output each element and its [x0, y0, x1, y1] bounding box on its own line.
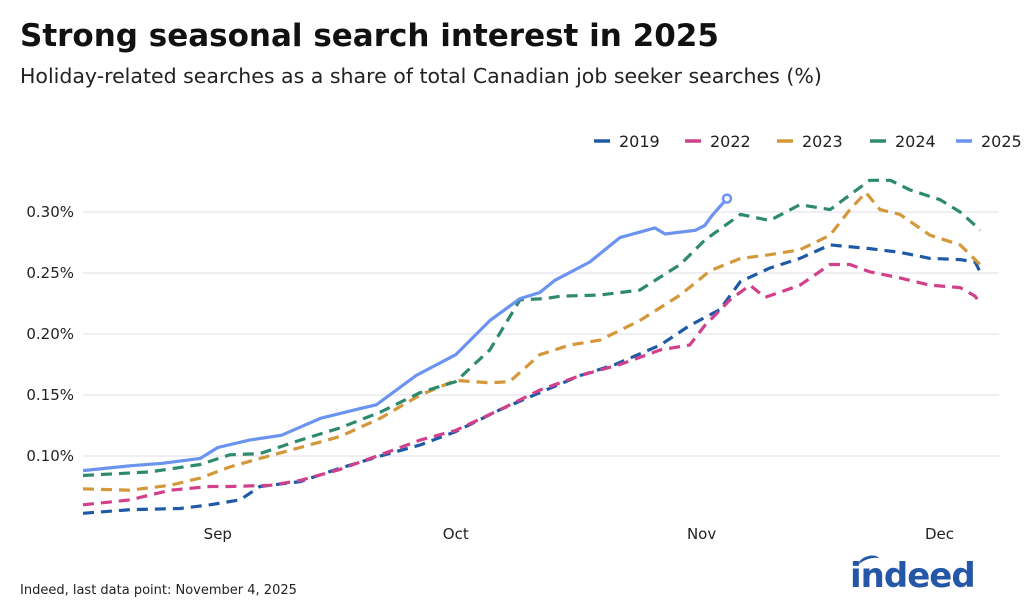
- legend-label-2022: 2022: [710, 132, 751, 151]
- y-tick-label: 0.10%: [26, 447, 74, 465]
- x-tick-label: Dec: [925, 525, 954, 543]
- last-point-marker: [721, 193, 733, 204]
- series-line-2023: [82, 190, 982, 492]
- legend-label-2019: 2019: [619, 132, 660, 151]
- y-tick-label: 0.25%: [26, 264, 74, 282]
- x-tick-label: Oct: [443, 525, 469, 543]
- y-tick-label: 0.20%: [26, 325, 74, 343]
- series-line-2022: [82, 262, 982, 507]
- series-line-2019: [82, 243, 982, 515]
- legend-label-2025: 2025: [981, 132, 1022, 151]
- indeed-logo: indeed: [850, 556, 976, 596]
- source-note: Indeed, last data point: November 4, 202…: [20, 583, 297, 598]
- x-tick-label: Sep: [204, 525, 232, 543]
- chart-subtitle: Holiday-related searches as a share of t…: [20, 64, 822, 88]
- chart-title: Strong seasonal search interest in 2025: [20, 18, 719, 54]
- series-line-2024: [82, 178, 982, 478]
- x-tick-label: Nov: [687, 525, 716, 543]
- y-tick-label: 0.15%: [26, 386, 74, 404]
- y-tick-label: 0.30%: [26, 203, 74, 221]
- legend-label-2024: 2024: [895, 132, 936, 151]
- series-line-2025: [82, 197, 729, 473]
- legend-label-2023: 2023: [802, 132, 843, 151]
